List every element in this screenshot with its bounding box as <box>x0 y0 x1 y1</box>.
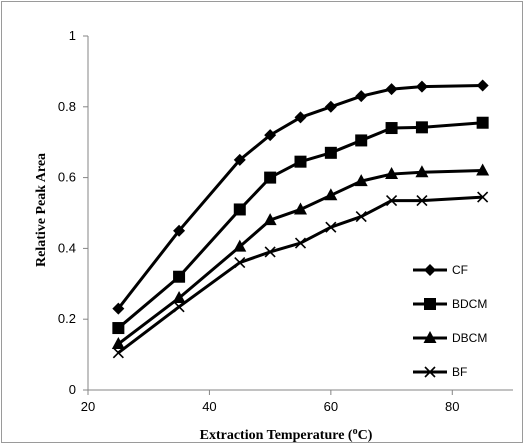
series-cf-point <box>385 83 398 96</box>
x-marker-stroke <box>416 195 428 207</box>
series-cf-point <box>355 90 368 103</box>
series-bf-point <box>112 347 124 359</box>
x-marker-stroke <box>173 301 185 313</box>
series-dbcm-point <box>233 239 247 252</box>
x-marker-stroke <box>294 237 307 249</box>
series-dbcm-point <box>415 165 429 178</box>
series-bdcm-point <box>476 116 489 129</box>
series-bf-point <box>477 191 489 203</box>
y-tick-label: 0.6 <box>58 170 76 185</box>
y-tick-label: 0.2 <box>58 311 76 326</box>
series-bdcm-point <box>355 134 368 147</box>
series-dbcm-point <box>324 188 338 201</box>
series-cf-point <box>324 100 337 113</box>
x-marker-stroke <box>234 256 246 269</box>
series-bdcm-point <box>173 270 186 283</box>
x-axis-title-superscript: o <box>353 426 358 437</box>
x-marker-stroke <box>325 221 337 233</box>
y-axis: 0 0.2 0.4 0.6 0.8 1 <box>58 28 89 397</box>
x-tick-label: 40 <box>202 399 216 414</box>
x-marker-stroke <box>477 191 489 203</box>
x-marker-stroke <box>355 210 367 223</box>
x-axis-title: Extraction Temperature (oC) <box>200 426 373 443</box>
series-bdcm-point <box>233 203 246 216</box>
x-axis-title-main: Extraction Temperature ( <box>200 428 353 443</box>
series-dbcm-point <box>354 174 368 187</box>
series-cf-line <box>117 84 483 310</box>
series-bdcm-point <box>112 322 125 335</box>
series-bf-point <box>234 256 246 269</box>
series-cf-point <box>476 79 489 92</box>
series-bf-point <box>325 221 337 233</box>
series-dbcm-point <box>476 163 490 176</box>
series-bf-point <box>264 246 276 258</box>
series-bf-point <box>294 237 307 249</box>
series-layer <box>111 79 490 359</box>
series-bdcm-point <box>324 146 337 159</box>
series-bdcm <box>112 116 489 335</box>
legend-marker-bdcm <box>424 298 436 310</box>
x-axis: 20 40 60 80 <box>81 389 513 414</box>
series-bf-point <box>386 195 398 207</box>
x-tick-label: 80 <box>445 399 459 414</box>
legend-item-cf: CF <box>413 263 468 277</box>
legend-marker-dbcm <box>423 331 437 343</box>
legend-label-bf: BF <box>452 365 467 379</box>
series-bf <box>112 191 489 359</box>
series-bdcm-point <box>415 121 428 134</box>
legend-label-cf: CF <box>452 263 468 277</box>
x-marker-stroke <box>386 195 398 207</box>
series-bf-line <box>117 195 483 355</box>
series-dbcm-point <box>294 202 307 215</box>
series-bdcm-point <box>294 155 307 168</box>
series-bf-point <box>173 301 185 313</box>
series-dbcm-line <box>117 169 483 346</box>
x-tick-label: 60 <box>324 399 338 414</box>
x-tick-label: 20 <box>81 399 95 414</box>
y-axis-title: Relative Peak Area <box>34 153 49 267</box>
series-cf-point <box>415 80 428 93</box>
series-bf-point <box>355 210 367 223</box>
y-tick-label: 0.4 <box>58 240 76 255</box>
series-cf-point <box>112 302 125 315</box>
legend-item-bf: BF <box>413 365 467 379</box>
legend-marker-bf <box>424 366 436 378</box>
x-axis-title-tail: C) <box>358 428 373 443</box>
series-dbcm <box>111 163 490 349</box>
legend-label-bdcm: BDCM <box>452 297 487 311</box>
series-dbcm-point <box>385 167 399 180</box>
series-bdcm-point <box>385 122 398 135</box>
series-cf <box>112 79 489 315</box>
series-cf-point <box>233 153 246 166</box>
series-bdcm-point <box>264 171 277 184</box>
x-marker-stroke <box>112 347 124 359</box>
series-dbcm-point <box>172 290 186 303</box>
legend-label-dbcm: DBCM <box>452 331 487 345</box>
series-bf-point <box>416 195 428 207</box>
series-cf-point <box>173 224 186 237</box>
series-dbcm-point <box>111 336 125 349</box>
series-cf-point <box>294 111 307 124</box>
y-tick-label: 0.8 <box>58 99 76 114</box>
series-cf-point <box>264 129 277 142</box>
series-bdcm-line <box>117 121 483 330</box>
series-dbcm-point <box>263 213 277 226</box>
x-marker-stroke <box>424 366 436 378</box>
legend-item-bdcm: BDCM <box>413 297 487 311</box>
y-tick-label: 0 <box>69 382 76 397</box>
x-marker-stroke <box>264 246 276 258</box>
y-tick-label: 1 <box>69 28 76 43</box>
legend: CF BDCM DBCM BF <box>413 263 487 379</box>
legend-marker-cf <box>424 264 436 276</box>
legend-item-dbcm: DBCM <box>413 331 487 345</box>
